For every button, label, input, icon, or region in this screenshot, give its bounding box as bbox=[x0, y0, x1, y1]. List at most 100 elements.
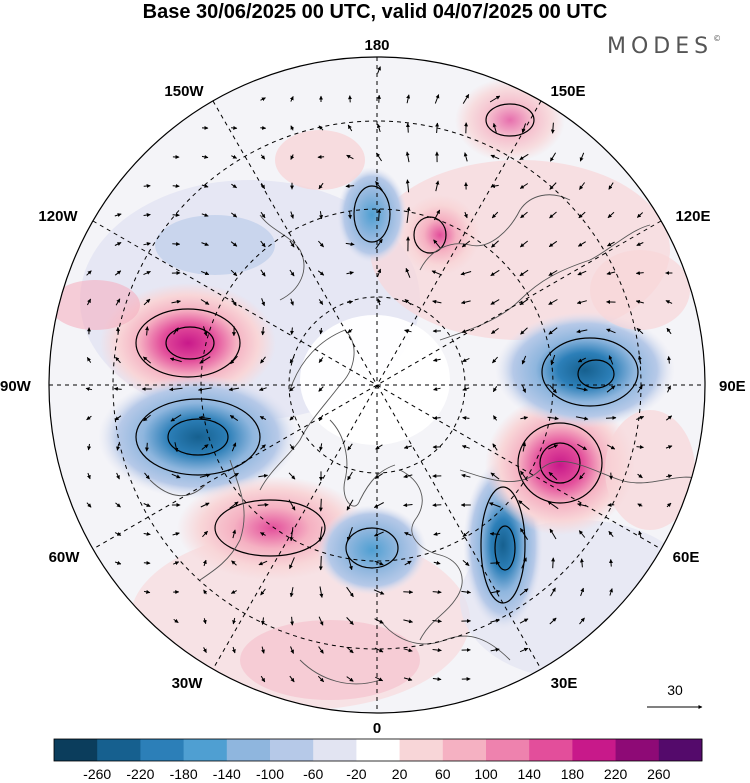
wind-vector bbox=[260, 326, 265, 336]
colorbar-tick-label: 60 bbox=[435, 766, 451, 782]
colorbar: -260 -220 -180 -140 -100 -60 -20 20 60 100 140 180 2… bbox=[53, 738, 703, 782]
wind-vector bbox=[174, 442, 179, 453]
wind-vector bbox=[260, 183, 266, 190]
wind-vector bbox=[290, 298, 294, 306]
wind-vector bbox=[636, 212, 644, 218]
wind-vector bbox=[375, 152, 383, 162]
wind-vector bbox=[576, 300, 587, 305]
wind-vector bbox=[374, 473, 384, 479]
colorbar-swatch bbox=[356, 739, 400, 761]
wind-vector bbox=[232, 529, 237, 539]
wind-vector bbox=[289, 386, 295, 392]
wind-vector bbox=[492, 123, 497, 133]
wind-vector bbox=[288, 499, 296, 511]
wind-vector bbox=[636, 327, 644, 335]
wind-vector bbox=[347, 300, 354, 305]
colorbar-swatch bbox=[54, 739, 98, 761]
wind-vector bbox=[289, 557, 295, 569]
wind-vector bbox=[317, 270, 325, 276]
wind-vector bbox=[143, 298, 151, 306]
wind-vector bbox=[606, 385, 616, 393]
wind-vector bbox=[377, 298, 382, 306]
wind-vector bbox=[548, 240, 558, 248]
wind-vector bbox=[579, 558, 584, 568]
wind-vector bbox=[637, 473, 643, 479]
wind-vector bbox=[230, 212, 238, 218]
wind-vector bbox=[346, 271, 354, 275]
wind-vector bbox=[229, 472, 239, 480]
colorbar-tick-label: -20 bbox=[346, 766, 366, 782]
wind-vector bbox=[549, 384, 557, 394]
wind-vector bbox=[490, 299, 500, 305]
brand-mark: © bbox=[713, 34, 722, 43]
colorbar-tick-label: -60 bbox=[303, 766, 323, 782]
positive-anomaly-west-siberia bbox=[485, 395, 635, 535]
wind-vector bbox=[318, 299, 324, 305]
wind-vector bbox=[317, 154, 325, 159]
colorbar-swatch bbox=[486, 739, 530, 761]
colorbar-swatch bbox=[615, 739, 660, 761]
wind-vector bbox=[376, 123, 381, 133]
wind-vector bbox=[433, 358, 441, 362]
wind-vector bbox=[462, 94, 470, 104]
wind-vector bbox=[489, 95, 501, 103]
wind-vector bbox=[289, 96, 294, 102]
wind-vector bbox=[667, 356, 671, 364]
wind-vector bbox=[374, 560, 384, 566]
wind-vector bbox=[257, 502, 269, 507]
wind-vector bbox=[403, 503, 413, 508]
wind-vector bbox=[405, 123, 410, 133]
wind-vector bbox=[518, 500, 530, 510]
lon-label-30e: 30E bbox=[551, 675, 578, 692]
wind-vector bbox=[461, 590, 471, 595]
wind-vector bbox=[231, 183, 237, 189]
wind-vector bbox=[405, 179, 410, 193]
wind-vector bbox=[577, 270, 587, 276]
wind-vector bbox=[404, 329, 412, 333]
wind-vector bbox=[432, 503, 442, 508]
wind-vector bbox=[289, 444, 295, 450]
wind-vector bbox=[231, 442, 237, 452]
wind-vector bbox=[580, 587, 585, 597]
wind-vector bbox=[489, 502, 501, 508]
wind-vector bbox=[492, 443, 498, 451]
wind-vector bbox=[143, 589, 151, 594]
wind-vector bbox=[289, 415, 295, 421]
wind-vector bbox=[576, 329, 588, 334]
wind-vector bbox=[116, 443, 120, 451]
wind-vector bbox=[461, 300, 471, 305]
wind-vector bbox=[173, 561, 180, 566]
colorbar-swatch bbox=[140, 739, 184, 761]
wind-vector bbox=[202, 618, 207, 625]
wind-vector bbox=[432, 648, 442, 653]
wind-vector bbox=[87, 443, 92, 451]
wind-vector bbox=[290, 616, 295, 626]
wind-vector bbox=[85, 387, 93, 392]
wind-vector bbox=[259, 415, 267, 421]
wind-vector bbox=[348, 211, 352, 219]
wind-vector bbox=[435, 180, 440, 192]
wind-vector bbox=[203, 589, 208, 595]
wind-vector bbox=[491, 240, 499, 248]
colorbar-tick-label: -140 bbox=[213, 766, 241, 782]
wind-vector bbox=[231, 154, 238, 159]
wind-vector bbox=[519, 618, 529, 624]
wind-vector bbox=[491, 327, 499, 335]
wind-vector bbox=[201, 154, 209, 159]
wind-vector bbox=[200, 502, 210, 508]
wind-vector bbox=[490, 472, 500, 480]
wind-vector bbox=[260, 532, 266, 537]
wind-vector bbox=[579, 617, 585, 625]
colorbar-tick-label: 100 bbox=[474, 766, 498, 782]
wind-vector bbox=[549, 617, 557, 625]
wind-vector bbox=[346, 586, 354, 598]
wind-vector bbox=[377, 208, 382, 221]
wind-vector bbox=[319, 443, 323, 451]
wind-vector bbox=[144, 442, 149, 452]
wind-vector bbox=[550, 122, 555, 134]
wind-vector bbox=[317, 675, 325, 683]
wind-vector bbox=[665, 415, 673, 421]
wind-vector bbox=[143, 184, 151, 189]
wind-vector bbox=[607, 241, 615, 247]
wind-vector bbox=[433, 416, 441, 420]
